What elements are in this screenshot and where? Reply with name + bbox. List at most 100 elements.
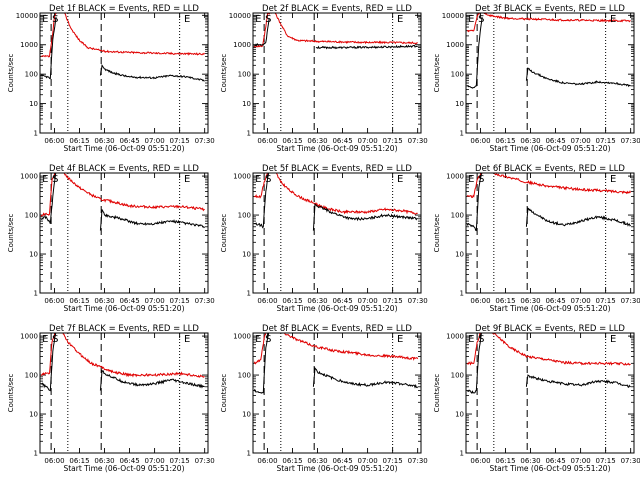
x-tick-label: 07:00 (358, 137, 378, 145)
plot-frame (39, 12, 209, 134)
plot-frame (39, 332, 209, 454)
x-tick-label: 07:15 (170, 137, 190, 145)
marker-s: S (478, 334, 484, 345)
x-tick-label: 06:30 (520, 457, 540, 465)
lld-series-line (253, 13, 418, 48)
panel-det-2: Det 2f BLACK = Events, RED = LLD Counts/s… (220, 4, 428, 153)
x-tick-label: 07:15 (596, 457, 616, 465)
panel-det-3: Det 3f BLACK = Events, RED = LLD Counts/s… (433, 4, 640, 153)
panel-det-5: Det 5f BLACK = Events, RED = LLD Counts/s… (220, 164, 428, 313)
marker-e: E (184, 334, 190, 345)
y-tick-label: 10 (242, 100, 251, 108)
y-tick-label: 1000 (233, 173, 251, 181)
x-tick-label: 07:00 (358, 457, 378, 465)
x-tick-label: 07:30 (408, 137, 428, 145)
y-axis-label: Counts/sec (220, 214, 228, 253)
marker-e: E (255, 334, 261, 345)
y-tick-label: 10 (29, 411, 38, 419)
y-tick-label: 1000 (20, 41, 38, 49)
y-tick-label: 100 (238, 71, 251, 79)
x-tick-label: 06:15 (495, 297, 515, 305)
x-tick-label: 06:45 (119, 457, 139, 465)
marker-s: S (265, 174, 271, 185)
x-tick-label: 07:15 (383, 457, 403, 465)
x-axis-label: Start Time (06-Oct-09 05:51:20) (276, 464, 397, 473)
x-tick-label: 06:00 (257, 137, 277, 145)
lld-series-line (253, 333, 419, 365)
panel-det-4: Det 4f BLACK = Events, RED = LLD Counts/s… (7, 164, 215, 313)
marker-e: E (42, 334, 48, 345)
x-tick-label: 06:30 (94, 457, 114, 465)
y-tick-label: 1 (34, 130, 38, 138)
x-tick-label: 06:15 (69, 137, 89, 145)
panel-title: Det 4f BLACK = Events, RED = LLD (49, 164, 199, 174)
marker-s: S (478, 14, 484, 25)
y-tick-label: 10000 (442, 12, 464, 20)
x-tick-label: 06:00 (257, 457, 277, 465)
x-tick-label: 07:00 (145, 137, 165, 145)
x-tick-label: 06:30 (307, 457, 327, 465)
plot-frame (252, 12, 422, 134)
panel-det-6: Det 6f BLACK = Events, RED = LLD Counts/s… (433, 164, 640, 313)
x-tick-label: 06:00 (44, 457, 64, 465)
x-axis-label: Start Time (06-Oct-09 05:51:20) (63, 304, 184, 313)
y-tick-label: 10000 (16, 12, 38, 20)
y-tick-label: 100 (238, 212, 251, 220)
y-tick-label: 1 (460, 450, 464, 458)
lld-series-line (466, 173, 632, 199)
y-tick-label: 100 (25, 71, 38, 79)
y-axis-label: Counts/sec (220, 54, 228, 93)
x-tick-label: 07:15 (170, 297, 190, 305)
y-tick-label: 1 (247, 450, 251, 458)
lld-series-line (467, 13, 631, 33)
x-tick-label: 06:15 (69, 457, 89, 465)
marker-e: E (255, 174, 261, 185)
x-tick-label: 07:00 (571, 457, 591, 465)
y-axis-label: Counts/sec (7, 214, 15, 253)
events-series-line (40, 173, 206, 231)
x-tick-label: 06:15 (495, 137, 515, 145)
y-tick-label: 1000 (233, 333, 251, 341)
marker-e: E (255, 14, 261, 25)
events-series-line (253, 18, 418, 50)
y-tick-label: 1000 (446, 333, 464, 341)
marker-s: S (52, 334, 58, 345)
y-tick-label: 1 (34, 290, 38, 298)
y-tick-label: 10 (29, 100, 38, 108)
x-axis-label: Start Time (06-Oct-09 05:51:20) (489, 464, 610, 473)
marker-s: S (265, 14, 271, 25)
marker-e: E (610, 334, 616, 345)
y-tick-label: 100 (451, 71, 464, 79)
x-tick-label: 06:15 (282, 137, 302, 145)
marker-e: E (468, 14, 474, 25)
marker-s: S (265, 334, 271, 345)
panel-det-1: Det 1f BLACK = Events, RED = LLD Counts/s… (7, 4, 215, 153)
marker-s: S (52, 174, 58, 185)
y-tick-label: 100 (238, 372, 251, 380)
y-tick-label: 100 (451, 212, 464, 220)
x-tick-label: 07:30 (621, 297, 640, 305)
marker-e: E (397, 14, 403, 25)
marker-s: S (478, 174, 484, 185)
marker-e: E (468, 334, 474, 345)
x-tick-label: 07:30 (195, 297, 215, 305)
x-tick-label: 06:00 (257, 297, 277, 305)
panel-title: Det 3f BLACK = Events, RED = LLD (475, 4, 625, 14)
y-tick-label: 1000 (446, 173, 464, 181)
x-tick-label: 06:00 (470, 297, 490, 305)
y-tick-label: 1000 (20, 173, 38, 181)
x-tick-label: 07:30 (621, 457, 640, 465)
y-tick-label: 100 (25, 212, 38, 220)
x-tick-label: 06:45 (545, 297, 565, 305)
x-tick-label: 06:00 (470, 137, 490, 145)
x-tick-label: 06:45 (332, 297, 352, 305)
lld-series-line (40, 173, 205, 217)
x-tick-label: 06:30 (520, 297, 540, 305)
x-tick-label: 07:00 (571, 137, 591, 145)
x-tick-label: 06:00 (470, 457, 490, 465)
lld-series-line (466, 333, 631, 366)
y-tick-label: 1 (247, 290, 251, 298)
x-tick-label: 07:30 (621, 137, 640, 145)
x-tick-label: 07:30 (408, 297, 428, 305)
